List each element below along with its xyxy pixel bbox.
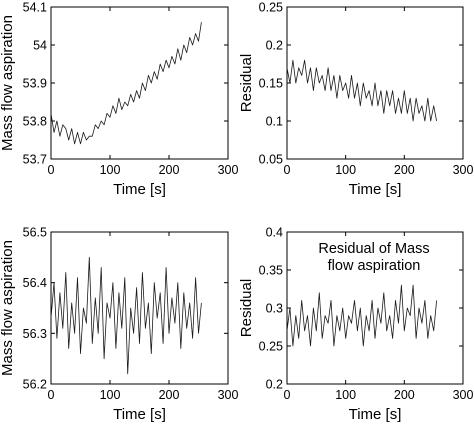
y-axis-label: Residual bbox=[238, 54, 255, 112]
x-tick-label: 300 bbox=[218, 163, 239, 177]
series-line-1 bbox=[286, 284, 437, 347]
y-tick-label: 0.4 bbox=[266, 226, 283, 240]
y-tick-label: 56.4 bbox=[23, 276, 47, 290]
x-tick-label: 0 bbox=[48, 388, 55, 402]
y-tick-label: 54 bbox=[33, 39, 47, 53]
x-tick-label: 0 bbox=[284, 163, 291, 177]
series-line-1 bbox=[50, 256, 202, 375]
chart-panel-3: 0 100 200 300 56.2 56.3 56.4 56.5 Time [s] Mass f… bbox=[0, 226, 238, 424]
y-tick-label: 0.35 bbox=[259, 264, 283, 278]
chart-panel-4: 0 100 200 300 0.2 0.25 0.3 0.35 0.4 Time [s] Resid… bbox=[238, 226, 473, 424]
x-tick-label: 200 bbox=[159, 388, 180, 402]
y-tick-label: 0.05 bbox=[259, 153, 283, 167]
y-tick-label: 0.25 bbox=[259, 340, 283, 354]
x-tick-label: 300 bbox=[453, 163, 474, 177]
series-line-1 bbox=[286, 59, 437, 122]
y-tick-label: 53.7 bbox=[23, 153, 47, 167]
chart-panel-2: 0 100 200 300 0.05 0.1 0.15 0.2 0.25 Time [s] Resi… bbox=[238, 1, 473, 199]
x-tick-label: 100 bbox=[335, 163, 356, 177]
y-tick-label: 53.9 bbox=[23, 77, 47, 91]
y-tick-label: 0.2 bbox=[266, 39, 283, 53]
y-axis-label: Mass flow aspiration bbox=[0, 15, 16, 151]
y-tick-label: 0.3 bbox=[266, 302, 283, 316]
y-tick-label: 56.5 bbox=[23, 226, 47, 240]
y-tick-label: 53.8 bbox=[23, 115, 47, 129]
x-tick-label: 300 bbox=[453, 388, 474, 402]
annotation-line: flow aspiration bbox=[328, 258, 421, 274]
x-tick-label: 0 bbox=[48, 163, 55, 177]
y-tick-label: 54.1 bbox=[23, 1, 47, 15]
y-tick-label: 56.2 bbox=[23, 378, 47, 392]
x-tick-label: 100 bbox=[100, 163, 121, 177]
x-axis-label: Time [s] bbox=[349, 181, 402, 198]
y-tick-label: 0.25 bbox=[259, 1, 283, 15]
x-tick-label: 200 bbox=[394, 388, 415, 402]
x-tick-label: 100 bbox=[335, 388, 356, 402]
x-tick-label: 200 bbox=[159, 163, 180, 177]
x-axis-label: Time [s] bbox=[113, 406, 166, 423]
y-tick-label: 0.1 bbox=[266, 115, 283, 129]
y-tick-label: 0.15 bbox=[259, 77, 283, 91]
series-line-1 bbox=[50, 22, 202, 145]
plot-frame bbox=[50, 6, 229, 160]
y-axis-label: Residual bbox=[238, 279, 255, 337]
y-axis-label: Mass flow aspiration bbox=[0, 240, 16, 376]
x-tick-label: 100 bbox=[100, 388, 121, 402]
y-tick-label: 56.3 bbox=[23, 327, 47, 341]
annotation-line: Residual of Mass bbox=[318, 241, 429, 257]
x-tick-label: 200 bbox=[394, 163, 415, 177]
x-tick-label: 300 bbox=[218, 388, 239, 402]
x-axis-label: Time [s] bbox=[349, 406, 402, 423]
plot-frame bbox=[50, 231, 229, 385]
annotation-text: Residual of Mass flow aspiration bbox=[318, 241, 429, 274]
y-tick-label: 0.2 bbox=[266, 378, 283, 392]
x-axis-label: Time [s] bbox=[113, 181, 166, 198]
chart-panel-1: 0 100 200 300 53.7 53.8 53.9 54 54.1 Time [s] Mass… bbox=[0, 1, 238, 199]
x-tick-label: 0 bbox=[284, 388, 291, 402]
